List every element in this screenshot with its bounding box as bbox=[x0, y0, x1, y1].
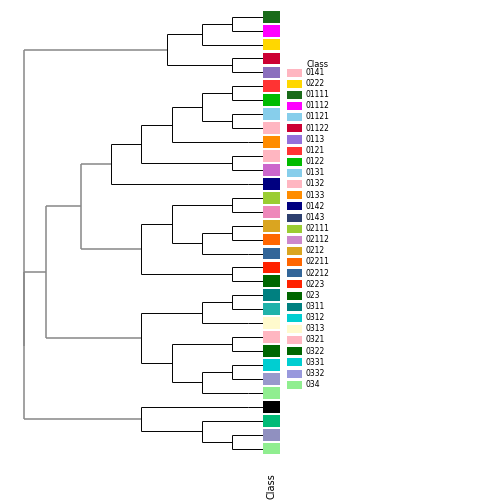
Bar bbox=[287, 91, 302, 99]
Text: 01122: 01122 bbox=[305, 123, 329, 133]
Bar bbox=[263, 178, 280, 190]
Text: 0122: 0122 bbox=[305, 157, 325, 166]
Text: 0212: 0212 bbox=[305, 246, 325, 255]
Text: 0142: 0142 bbox=[305, 202, 325, 211]
Bar bbox=[287, 269, 302, 277]
Bar bbox=[287, 280, 302, 288]
Bar bbox=[263, 192, 280, 204]
Bar bbox=[287, 291, 302, 299]
Bar bbox=[287, 303, 302, 310]
Bar bbox=[263, 234, 280, 245]
Bar bbox=[263, 52, 280, 65]
Bar bbox=[263, 108, 280, 120]
Bar bbox=[287, 203, 302, 210]
Bar bbox=[287, 314, 302, 322]
Bar bbox=[287, 214, 302, 222]
Text: 0133: 0133 bbox=[305, 191, 325, 200]
Bar bbox=[263, 67, 280, 78]
Text: 01121: 01121 bbox=[305, 112, 329, 121]
Text: 0131: 0131 bbox=[305, 168, 325, 177]
Text: 0132: 0132 bbox=[305, 179, 325, 188]
Bar bbox=[263, 220, 280, 231]
Bar bbox=[287, 336, 302, 344]
Text: 02111: 02111 bbox=[305, 224, 329, 233]
Text: 02211: 02211 bbox=[305, 258, 329, 267]
Bar bbox=[263, 39, 280, 50]
Bar bbox=[287, 124, 302, 133]
Bar bbox=[287, 325, 302, 333]
Bar bbox=[287, 69, 302, 77]
Bar bbox=[263, 94, 280, 106]
Text: 0332: 0332 bbox=[305, 369, 325, 378]
Bar bbox=[287, 147, 302, 155]
Bar bbox=[287, 225, 302, 233]
Bar bbox=[263, 429, 280, 440]
Text: 0141: 0141 bbox=[305, 68, 325, 77]
Bar bbox=[263, 289, 280, 301]
Text: 034: 034 bbox=[305, 380, 320, 389]
Bar bbox=[287, 258, 302, 266]
Text: 0312: 0312 bbox=[305, 313, 325, 322]
Bar bbox=[263, 359, 280, 371]
Bar bbox=[287, 102, 302, 110]
Text: 0311: 0311 bbox=[305, 302, 325, 311]
Bar bbox=[263, 331, 280, 343]
Text: 0331: 0331 bbox=[305, 358, 325, 366]
Bar bbox=[263, 25, 280, 37]
Bar bbox=[287, 369, 302, 377]
Bar bbox=[263, 247, 280, 260]
Text: Class: Class bbox=[306, 60, 328, 69]
Bar bbox=[287, 236, 302, 244]
Bar bbox=[263, 401, 280, 413]
Text: 0313: 0313 bbox=[305, 324, 325, 333]
Text: 02212: 02212 bbox=[305, 269, 329, 278]
Text: 0322: 0322 bbox=[305, 347, 325, 355]
Bar bbox=[263, 373, 280, 385]
Text: 0113: 0113 bbox=[305, 135, 325, 144]
Bar bbox=[263, 136, 280, 148]
Bar bbox=[263, 443, 280, 455]
Text: Class: Class bbox=[267, 474, 277, 499]
Bar bbox=[263, 415, 280, 426]
Bar bbox=[287, 347, 302, 355]
Text: 02112: 02112 bbox=[305, 235, 329, 244]
Bar bbox=[287, 191, 302, 199]
Bar bbox=[263, 262, 280, 273]
Bar bbox=[263, 206, 280, 218]
Bar bbox=[287, 358, 302, 366]
Bar bbox=[287, 247, 302, 255]
Bar bbox=[287, 80, 302, 88]
Bar bbox=[263, 345, 280, 357]
Bar bbox=[263, 317, 280, 329]
Text: 0321: 0321 bbox=[305, 335, 325, 344]
Bar bbox=[263, 387, 280, 399]
Text: 01112: 01112 bbox=[305, 101, 329, 110]
Bar bbox=[287, 136, 302, 144]
Text: 0223: 0223 bbox=[305, 280, 325, 289]
Bar bbox=[263, 11, 280, 23]
Text: 0143: 0143 bbox=[305, 213, 325, 222]
Text: 0121: 0121 bbox=[305, 146, 325, 155]
Bar bbox=[287, 158, 302, 166]
Bar bbox=[263, 122, 280, 134]
Bar bbox=[263, 276, 280, 287]
Bar bbox=[287, 169, 302, 177]
Bar bbox=[263, 303, 280, 315]
Text: 01111: 01111 bbox=[305, 90, 329, 99]
Bar bbox=[287, 381, 302, 389]
Text: 023: 023 bbox=[305, 291, 320, 300]
Bar bbox=[263, 164, 280, 176]
Text: 0222: 0222 bbox=[305, 79, 325, 88]
Bar bbox=[287, 113, 302, 121]
Bar bbox=[263, 150, 280, 162]
Bar bbox=[287, 180, 302, 188]
Bar bbox=[263, 81, 280, 92]
